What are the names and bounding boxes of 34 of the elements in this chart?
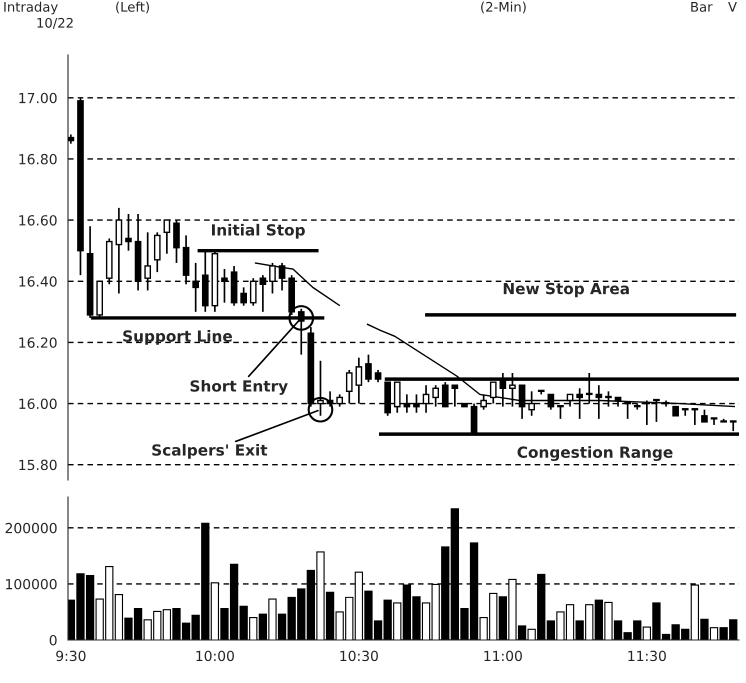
y-tick-label: 100000	[6, 578, 57, 590]
candlestick	[365, 354, 372, 383]
candlestick	[710, 417, 718, 426]
annotation: New Stop Area	[504, 282, 629, 298]
y-tick-label: 16.00	[19, 398, 57, 410]
annotation: Short Entry	[190, 380, 288, 395]
y-tick-label: 16.20	[19, 337, 57, 348]
text: (2-Min)	[481, 2, 526, 14]
x-tick-label: 9:30	[56, 650, 86, 662]
candlestick	[374, 369, 382, 383]
annotation: Support Line	[123, 330, 232, 345]
y-tick-label: 17.00	[19, 92, 57, 104]
candlestick	[692, 408, 698, 426]
text: (Left)	[116, 2, 149, 14]
y-tick-label: 16.80	[19, 154, 57, 164]
annotation: Initial Stop	[212, 224, 305, 239]
y-tick-label: 15.80	[19, 460, 57, 470]
candlestick	[68, 134, 74, 145]
y-tick-label: 16.60	[19, 215, 57, 226]
x-tick-label: 10:30	[340, 650, 378, 662]
y-tick-label: 0	[50, 634, 57, 646]
annotation: Congestion Range	[518, 446, 672, 462]
candlestick	[240, 286, 247, 307]
x-tick-label: 10:00	[196, 650, 234, 662]
text: 10/22	[37, 18, 73, 29]
x-tick-label: 11:30	[628, 650, 666, 662]
y-tick-label: 200000	[6, 522, 57, 534]
text: Bar	[691, 2, 713, 12]
text: V	[728, 2, 737, 12]
x-tick-label: 11:00	[484, 650, 522, 662]
text: Intraday	[4, 2, 58, 14]
y-tick-label: 16.40	[19, 276, 57, 287]
candlestick	[701, 408, 708, 423]
annotation: Scalpers' Exit	[152, 444, 268, 459]
